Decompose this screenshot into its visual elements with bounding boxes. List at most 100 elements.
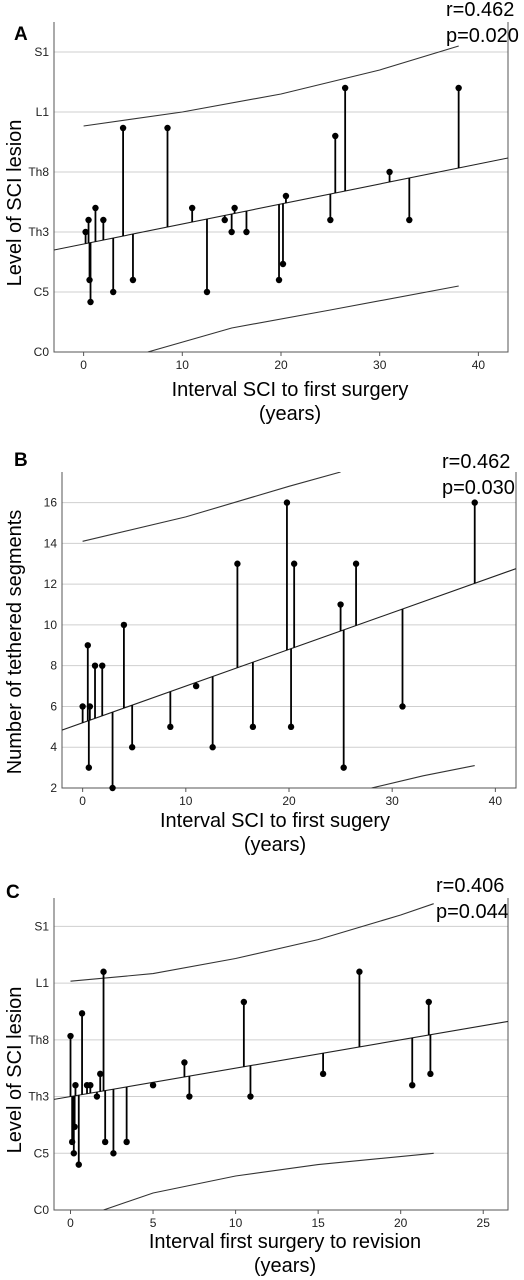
- x-axis-title-line1: Interval SCI to first sugery: [160, 810, 390, 832]
- data-point: [240, 998, 248, 1006]
- data-point: [356, 968, 363, 975]
- x-tick-label: 30: [386, 794, 400, 808]
- data-point: [319, 1070, 327, 1078]
- data-point: [399, 703, 406, 710]
- y-tick-label: Th8: [28, 165, 49, 179]
- x-tick-label: 0: [67, 1216, 74, 1230]
- x-tick-label: 10: [176, 358, 190, 372]
- data-point: [409, 1082, 416, 1089]
- data-point: [91, 662, 99, 669]
- y-tick-label: 14: [44, 536, 58, 550]
- data-point: [290, 560, 298, 567]
- y-tick-label: 12: [44, 577, 58, 591]
- x-tick-label: 40: [472, 358, 486, 372]
- data-point: [167, 723, 174, 731]
- data-point: [129, 276, 137, 284]
- data-point: [82, 228, 89, 236]
- y-tick-label: C0: [34, 1203, 50, 1217]
- panel-b: B r=0.462 p=0.030 Interval SCI to first …: [4, 450, 517, 856]
- x-axis-title-line1: Interval first surgery to revision: [149, 1231, 421, 1253]
- data-point: [97, 1070, 104, 1078]
- x-tick-label: 10: [229, 1216, 243, 1230]
- y-tick-label: L1: [36, 105, 50, 119]
- y-axis-title: Level of SCI lesion: [4, 120, 26, 287]
- data-point: [181, 1059, 188, 1066]
- y-tick-label: 8: [50, 659, 57, 673]
- data-point: [228, 228, 235, 236]
- data-point: [247, 1093, 254, 1100]
- regression-line: [62, 568, 516, 731]
- data-point: [87, 298, 94, 306]
- y-tick-label: 2: [50, 781, 57, 795]
- ci-upper-curve: [70, 903, 434, 982]
- y-tick-label: Th3: [28, 1090, 49, 1104]
- data-point: [93, 1093, 101, 1100]
- x-axis-title-line1: Interval SCI to first surgery: [172, 379, 409, 401]
- y-tick-label: 16: [44, 496, 58, 510]
- x-tick-label: 0: [79, 794, 86, 808]
- data-point: [192, 682, 200, 690]
- x-tick-label: 0: [80, 358, 87, 372]
- data-point: [209, 744, 216, 751]
- data-point: [87, 1082, 94, 1089]
- data-point: [340, 764, 347, 771]
- data-point: [84, 642, 91, 649]
- panel-label: B: [14, 450, 28, 471]
- ci-lower-curve: [103, 1152, 434, 1210]
- y-axis-title: Number of tethered segments: [4, 510, 26, 775]
- data-point: [78, 1010, 86, 1017]
- plot-area: [62, 472, 516, 788]
- y-tick-label: C0: [34, 345, 50, 359]
- data-point: [85, 764, 93, 771]
- data-point: [249, 723, 257, 731]
- ci-upper-curve: [82, 472, 341, 542]
- data-point: [101, 1138, 109, 1146]
- data-point: [86, 276, 93, 284]
- data-point: [100, 968, 107, 975]
- data-point: [128, 744, 136, 751]
- plot-frame: [53, 898, 509, 1211]
- ci-lower-curve: [147, 285, 459, 352]
- y-tick-label: C5: [34, 285, 50, 299]
- data-point: [120, 621, 128, 629]
- stat-r: r=0.406: [436, 875, 504, 897]
- data-point: [471, 499, 478, 506]
- data-point: [67, 1032, 74, 1040]
- stat-r: r=0.462: [446, 0, 514, 21]
- regression-line: [54, 157, 508, 251]
- x-tick-label: 20: [274, 358, 288, 372]
- x-tick-label: 40: [489, 794, 503, 808]
- data-point: [86, 703, 94, 710]
- data-point: [283, 499, 291, 506]
- y-tick-label: Th3: [28, 225, 49, 239]
- data-point: [110, 1150, 117, 1157]
- plot-area: [54, 45, 508, 352]
- y-tick-label: S1: [34, 919, 49, 933]
- data-point: [425, 998, 432, 1006]
- x-tick-label: 20: [394, 1216, 408, 1230]
- stat-p: p=0.020: [446, 25, 519, 47]
- regression-line: [54, 1020, 508, 1100]
- data-point: [234, 560, 241, 567]
- stat-p: p=0.030: [442, 477, 515, 499]
- x-tick-label: 10: [179, 794, 193, 808]
- data-point: [327, 216, 334, 224]
- data-point: [221, 216, 228, 224]
- data-point: [164, 124, 171, 132]
- y-tick-label: L1: [36, 976, 50, 990]
- data-point: [149, 1082, 157, 1089]
- panel-label: C: [6, 882, 20, 903]
- x-tick-label: 25: [477, 1216, 491, 1230]
- data-point: [341, 84, 349, 92]
- panel-c: C r=0.406 p=0.044 Interval first surgery…: [4, 875, 509, 1277]
- data-point: [186, 1093, 193, 1100]
- plot-frame: [61, 472, 517, 789]
- data-point: [71, 1123, 78, 1131]
- data-point: [275, 276, 283, 284]
- data-point: [406, 216, 413, 224]
- data-point: [203, 288, 211, 296]
- panel-label: A: [14, 24, 28, 45]
- y-tick-label: Th8: [28, 1033, 49, 1047]
- stat-r: r=0.462: [442, 451, 510, 473]
